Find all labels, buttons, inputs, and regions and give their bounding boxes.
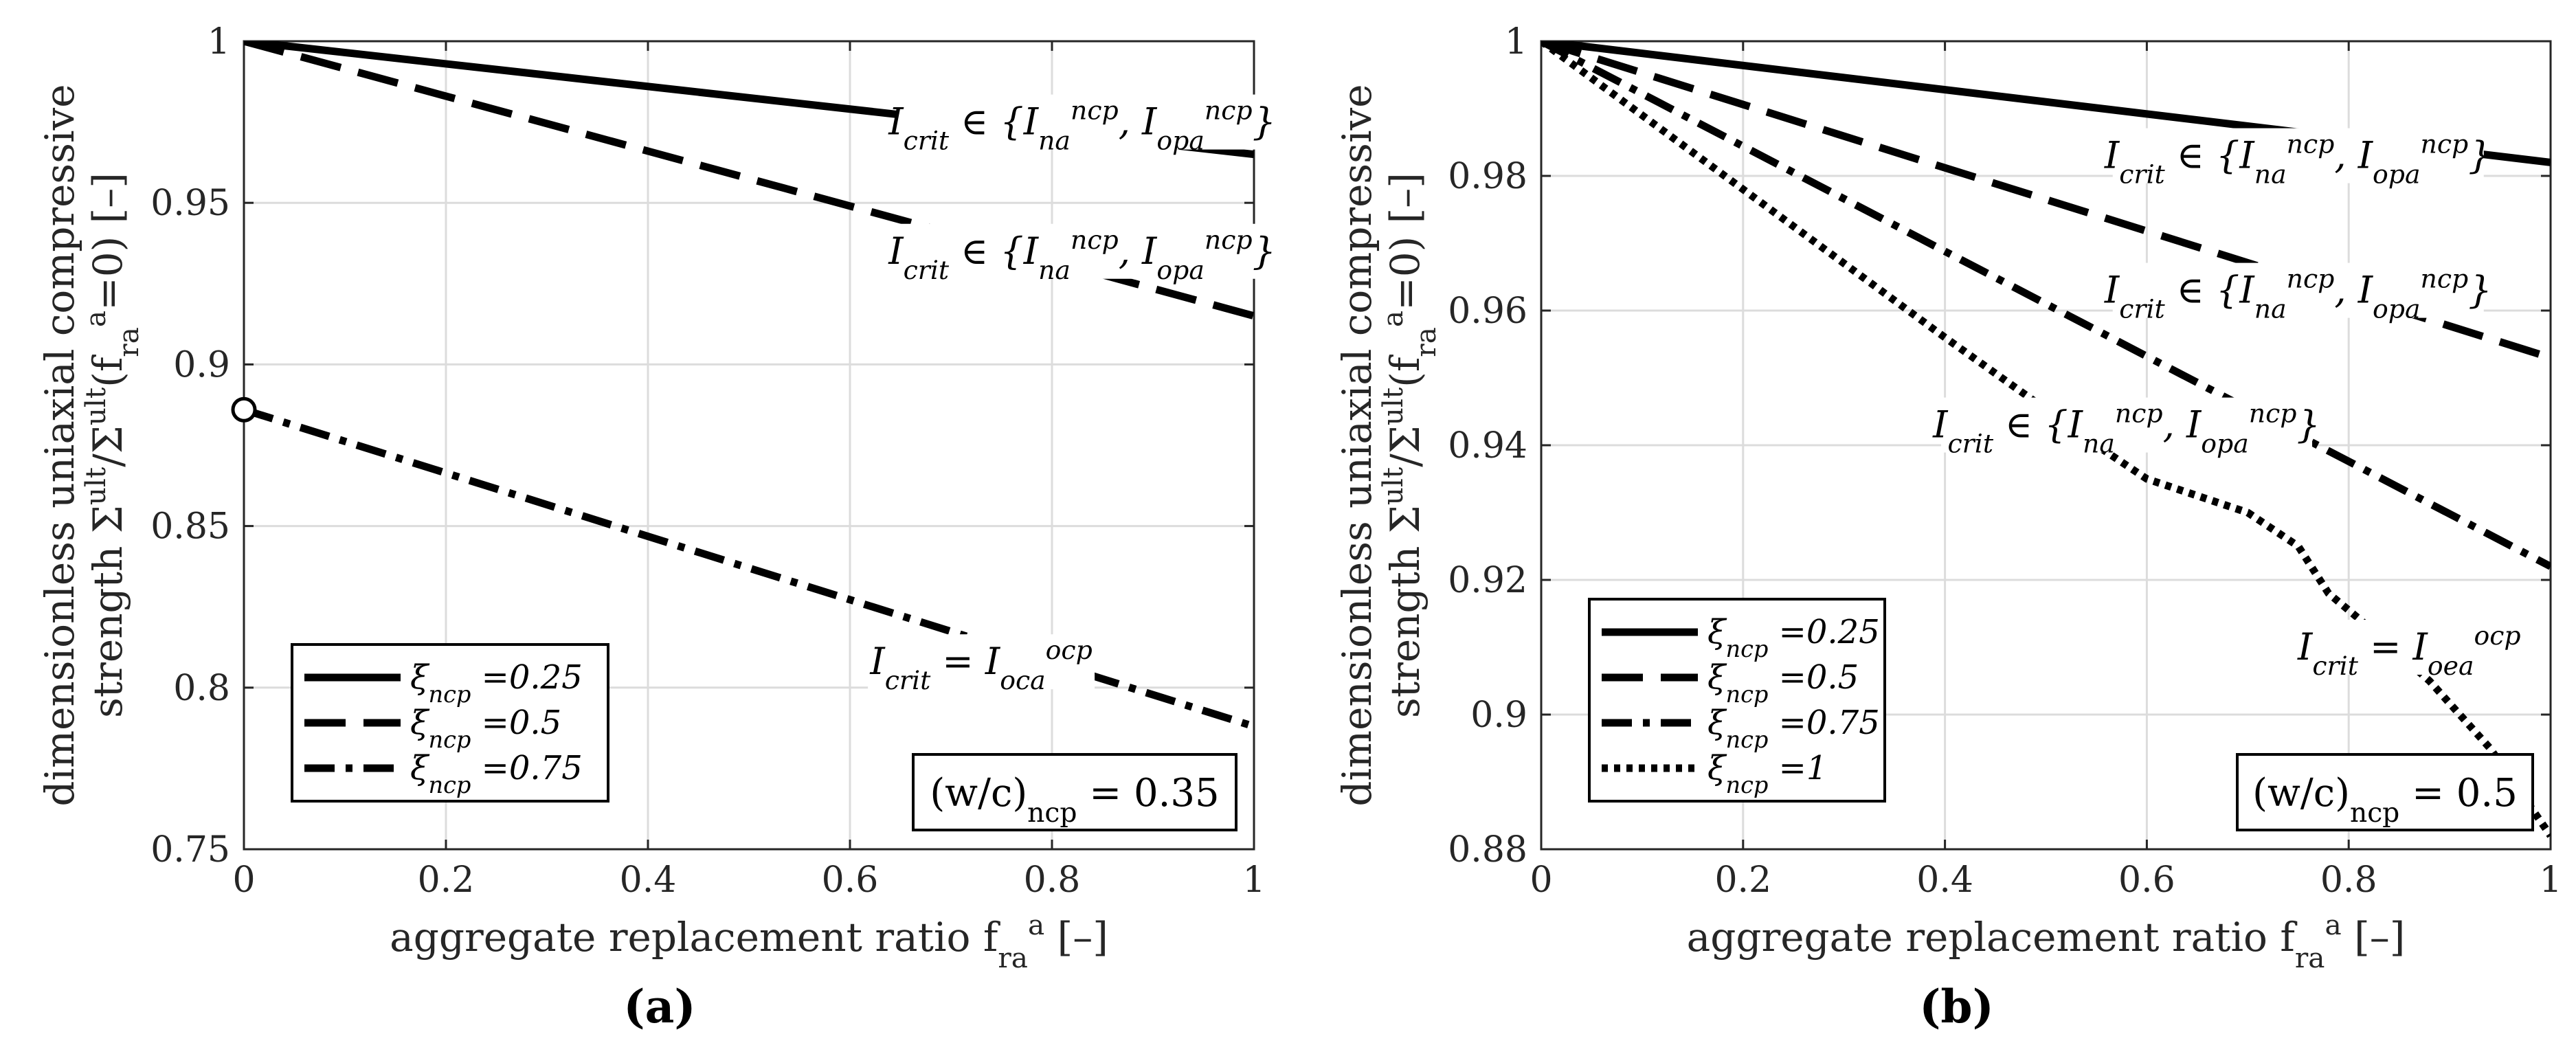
annotation-label: Icrit ∈ {Inancp, Iopancp}: [2104, 129, 2492, 190]
legend-label: ξncp =0.25: [410, 658, 583, 708]
panel-b: 0 0.2 0.4 0.6 0.8 1 0.88 0.9 0.92 0.94 0.96 0.98 1 Ic…: [1334, 21, 2562, 1033]
x-tick-label: 0.2: [1714, 860, 1771, 901]
x-tick-label: 0: [1530, 860, 1552, 901]
wc-box: [912, 753, 1237, 831]
y-tick-label: 0.75: [150, 829, 230, 871]
y-tick-label: 1: [208, 21, 230, 63]
annotation-label: Icrit = Iocaocp: [869, 635, 1092, 695]
annotation-bg: [897, 94, 1268, 150]
y-tick-label: 0.9: [1470, 695, 1527, 736]
y-tick-label: 1: [1505, 21, 1527, 63]
y-tick-label: 0.8: [173, 668, 230, 709]
x-tick-label: 0.4: [1916, 860, 1973, 901]
y-tick-label: 0.94: [1448, 425, 1527, 467]
x-tick-label: 0.8: [1024, 860, 1081, 901]
axes-box: [243, 40, 1255, 851]
legend-label: ξncp =0.5: [410, 704, 561, 753]
legend-label: ξncp =0.75: [1707, 704, 1880, 753]
panel-label: (b): [1919, 980, 1994, 1033]
annotation-label: Icrit ∈ {Inancp, Iopancp}: [888, 225, 1276, 285]
series-line-dot: [1541, 41, 2551, 838]
panel-label: (a): [623, 980, 695, 1033]
y-tick-label: 0.92: [1448, 560, 1527, 601]
annotation-bg: [897, 223, 1268, 279]
y-axis-label-line1: dimensionless uniaxial compressive: [1334, 84, 1380, 806]
x-tick-label: 0.2: [418, 860, 475, 901]
panel-a: 0 0.2 0.4 0.6 0.8 1 0.75 0.8 0.85 0.9 0.95 1 Icrit ∈…: [36, 21, 1276, 1033]
annotation-label: Icrit ∈ {Inancp, Iopancp}: [1932, 399, 2320, 459]
annotation-bg: [868, 634, 1095, 690]
annotation-label: Icrit ∈ {Inancp, Iopancp}: [2104, 264, 2492, 324]
y-tick-label: 0.9: [173, 344, 230, 385]
x-tick-label: 1: [2539, 860, 2562, 901]
y-tick-label: 0.98: [1448, 156, 1527, 197]
legend-label: ξncp =1: [1707, 749, 1827, 798]
y-tick-label: 0.96: [1448, 291, 1527, 332]
x-tick-label: 0.6: [2118, 860, 2175, 901]
wc-box: [2236, 753, 2534, 831]
y-tick-label: 0.88: [1448, 829, 1527, 871]
annotation-label: Icrit ∈ {Inancp, Iopancp}: [888, 96, 1276, 156]
x-tick-label: 1: [1242, 860, 1265, 901]
x-tick-label: 0.4: [620, 860, 677, 901]
legend-label: ξncp =0.25: [1707, 613, 1880, 662]
y-axis-label-line2: strength Σult/Σult(fraa=0) [–]: [79, 172, 145, 718]
x-tick-label: 0.6: [822, 860, 879, 901]
x-axis-label: aggregate replacement ratio fraa [–]: [1687, 908, 2406, 974]
annotation-label: Icrit = Ioeaocp: [2297, 620, 2521, 681]
annotation-bg: [2112, 262, 2484, 318]
legend-label: ξncp =0.75: [410, 749, 583, 798]
annotation-bg: [2112, 128, 2484, 183]
x-tick-label: 0.8: [2320, 860, 2377, 901]
annotation-bg: [1941, 397, 2313, 453]
series-start-marker: [231, 396, 257, 423]
y-tick-label: 0.85: [150, 506, 230, 548]
x-tick-label: 0: [232, 860, 255, 901]
wc-label: (w/c)ncp = 0.5: [2252, 771, 2518, 829]
wc-label: (w/c)ncp = 0.35: [930, 771, 1219, 829]
y-tick-label: 0.95: [150, 183, 230, 224]
y-axis-label-line1: dimensionless uniaxial compressive: [36, 84, 83, 806]
y-axis-label-line2: strength Σult/Σult(fraa=0) [–]: [1376, 172, 1442, 718]
series-line-dashdot: [1541, 41, 2551, 570]
legend-label: ξncp =0.5: [1707, 658, 1859, 708]
annotation-bg: [2296, 620, 2523, 675]
x-axis-label: aggregate replacement ratio fraa [–]: [390, 908, 1108, 974]
